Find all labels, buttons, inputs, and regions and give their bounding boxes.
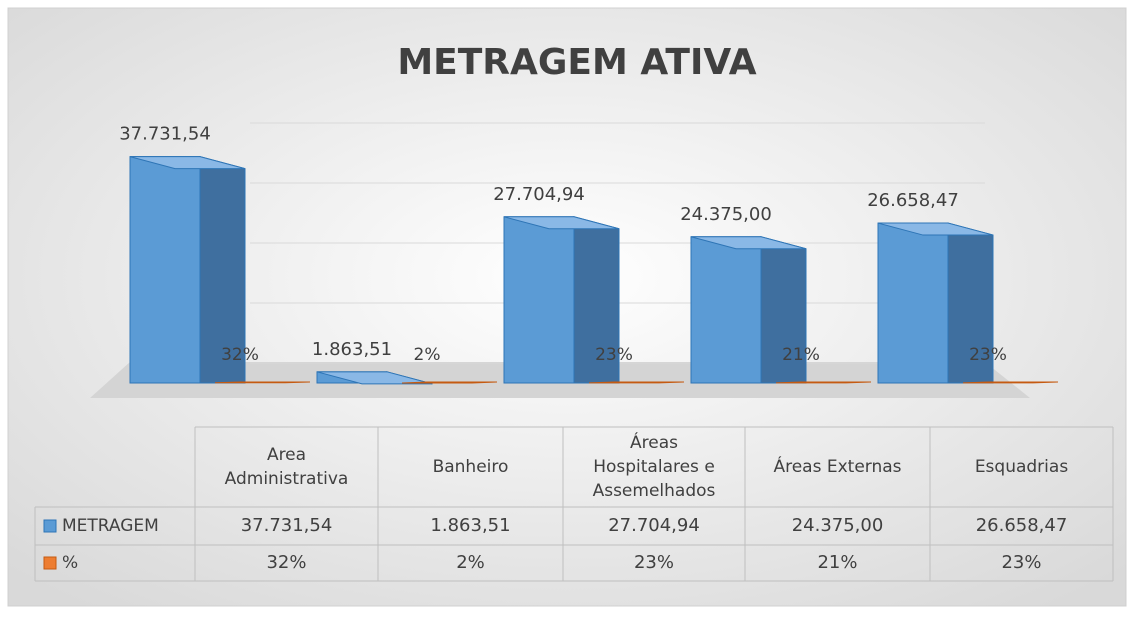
- data-label: 1.863,51: [312, 339, 392, 360]
- table-header: Esquadrias: [975, 457, 1069, 477]
- table-cell: 26.658,47: [976, 515, 1068, 536]
- data-label: 2%: [414, 345, 441, 365]
- data-label: 24.375,00: [680, 204, 772, 225]
- bar-top: [503, 216, 620, 230]
- table-header: Áreas Hospitalares e Assemelhados: [593, 431, 716, 501]
- table-header: Banheiro: [433, 457, 509, 477]
- chart-title: METRAGEM ATIVA: [397, 42, 756, 83]
- bar: [316, 371, 433, 385]
- table-cell: 37.731,54: [241, 515, 333, 536]
- table-cell: 32%: [266, 552, 306, 573]
- table-header: Áreas Externas: [773, 455, 901, 477]
- bar-top: [690, 236, 807, 250]
- bar-front: [503, 216, 575, 384]
- table-cell: 2%: [456, 552, 485, 573]
- table-cell: 23%: [1001, 552, 1041, 573]
- bar: [588, 381, 685, 384]
- bar-front: [129, 156, 201, 384]
- bar-top: [316, 371, 433, 385]
- table-cell: 1.863,51: [430, 515, 510, 536]
- bar: [214, 381, 311, 384]
- data-label: 23%: [595, 345, 633, 365]
- data-label: 27.704,94: [493, 184, 585, 205]
- table-cell: 24.375,00: [792, 515, 884, 536]
- table-cell: 21%: [817, 552, 857, 573]
- bar: [690, 236, 807, 384]
- legend-label: METRAGEM: [62, 516, 159, 536]
- bar-front: [877, 222, 949, 384]
- bar-top: [877, 222, 994, 236]
- bar: [877, 222, 994, 384]
- bar-front: [690, 236, 762, 384]
- table-header: Area Administrativa: [225, 445, 349, 489]
- legend-key: [43, 519, 57, 533]
- table-cell: 23%: [634, 552, 674, 573]
- data-label: 23%: [969, 345, 1007, 365]
- data-label: 21%: [782, 345, 820, 365]
- legend-key: [43, 556, 57, 570]
- bar: [962, 381, 1059, 384]
- legend-label: %: [62, 553, 78, 573]
- bar: [503, 216, 620, 384]
- table-cell: 27.704,94: [608, 515, 700, 536]
- bar-top: [129, 156, 246, 170]
- data-label: 32%: [221, 345, 259, 365]
- data-label: 37.731,54: [119, 124, 211, 145]
- bar: [401, 381, 498, 384]
- bar: [129, 155, 246, 384]
- data-label: 26.658,47: [867, 190, 959, 211]
- bar: [775, 381, 872, 384]
